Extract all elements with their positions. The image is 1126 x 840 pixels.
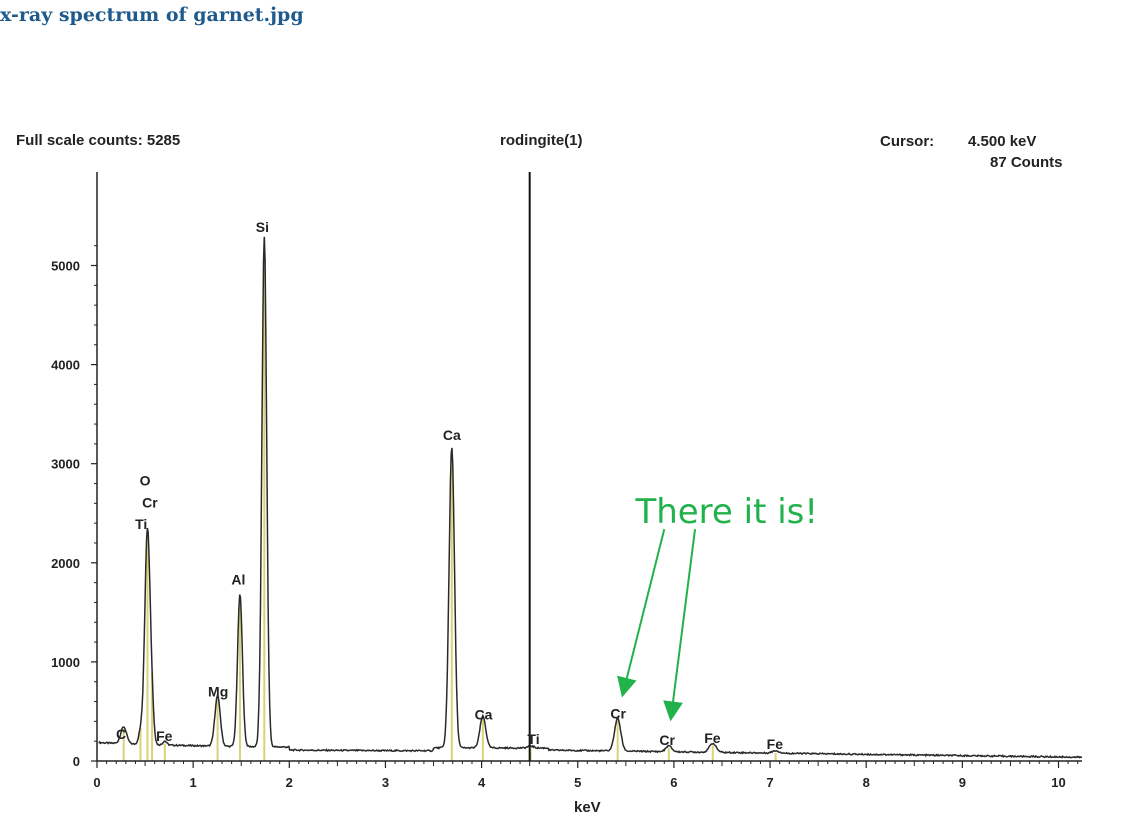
annotation-arrow [663,528,697,722]
y-tick-label: 5000 [51,259,80,274]
peak-label-o: O [140,473,151,489]
page-title: x-ray spectrum of garnet.jpg [0,4,304,26]
axes: 0 1000 2000 3000 4000 5000 0 1 2 3 4 5 6 7 8 9 10 keV [51,172,1082,816]
x-tick-label: 8 [863,775,870,790]
peak-label-cr: Cr [610,705,626,721]
cursor-label: Cursor: [880,133,935,150]
y-tick-label: 3000 [51,457,80,472]
peak-label-ca: Ca [443,427,461,443]
peak-label-al: Al [231,572,245,588]
annotation: There it is! [617,492,818,722]
x-tick-label: 7 [766,775,773,790]
x-tick-label: 10 [1051,775,1065,790]
y-tick-label: 0 [73,754,80,769]
peak-labels: C O Cr Ti Fe Mg Al Si Ca Ca Ti Cr Cr Fe Fe [116,219,783,752]
peak-label-ti: Ti [527,731,539,747]
peak-label-c: C [116,726,126,742]
spectrum-series [98,236,1083,759]
x-tick-label: 1 [190,775,197,790]
peak-label-cr: Cr [142,494,158,510]
x-tick-label: 9 [959,775,966,790]
sample-name: rodingite(1) [500,132,583,149]
cursor-energy: 4.500 keV [968,133,1037,150]
annotation-text: There it is! [634,492,818,532]
y-tick-label: 2000 [51,556,80,571]
full-scale-counts: Full scale counts: 5285 [16,132,181,149]
x-tick-label: 5 [574,775,581,790]
annotation-arrow [617,528,666,698]
spectrum-line [98,236,1083,759]
x-tick-label: 0 [93,775,100,790]
cursor-counts: 87 Counts [990,154,1063,171]
x-tick-label: 2 [286,775,293,790]
peak-label-fe: Fe [704,730,721,746]
x-tick-label: 4 [478,775,486,790]
x-axis-title: keV [574,799,601,816]
y-tick-label: 4000 [51,358,80,373]
peak-label-ti: Ti [135,516,147,532]
peak-label-si: Si [256,219,269,235]
y-tick-label: 1000 [51,655,80,670]
peak-label-fe: Fe [767,736,784,752]
x-tick-label: 3 [382,775,389,790]
x-tick-label: 6 [670,775,677,790]
peak-label-cr: Cr [659,732,675,748]
peak-label-ca: Ca [475,706,493,722]
peak-label-fe: Fe [156,728,173,744]
peak-label-mg: Mg [208,684,228,700]
